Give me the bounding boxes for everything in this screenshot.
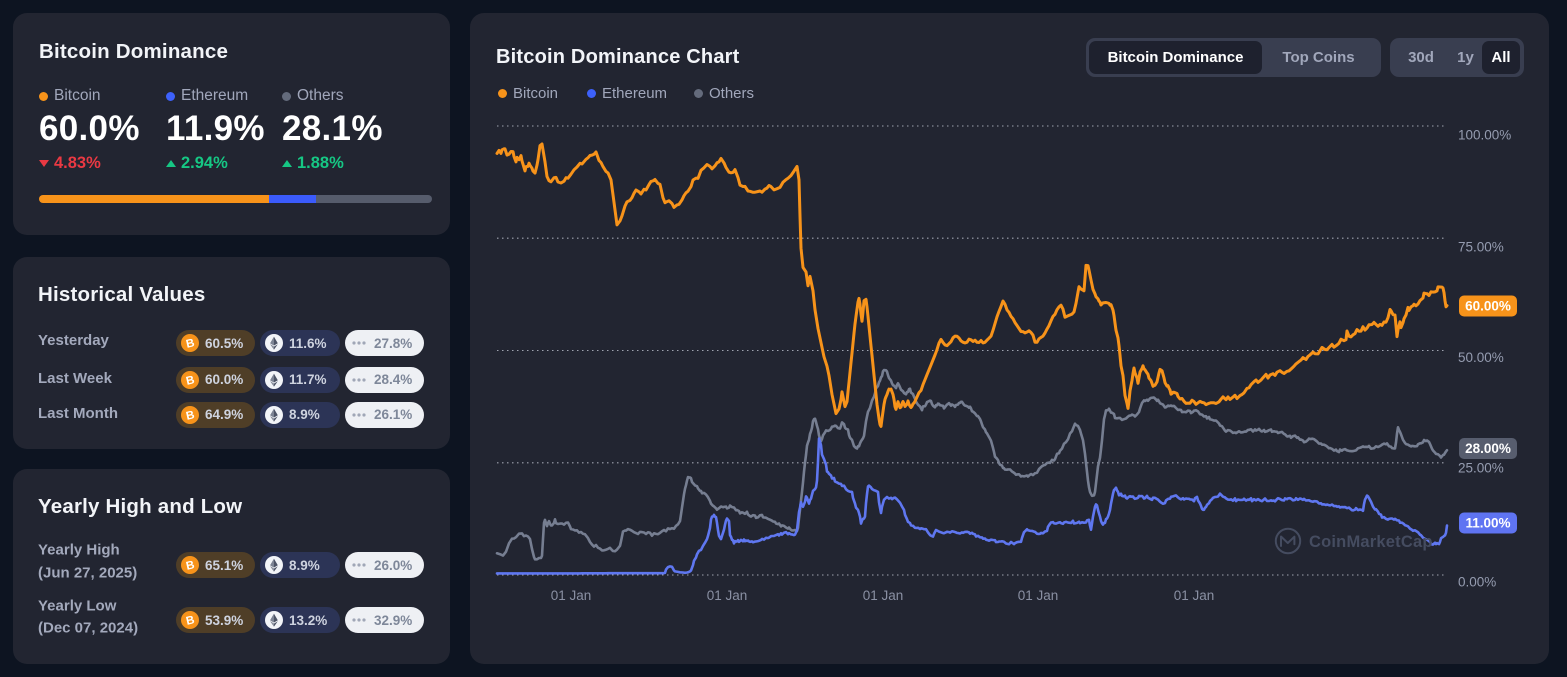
svg-text:B: B xyxy=(185,374,196,388)
svg-text:B: B xyxy=(185,409,196,423)
svg-text:CoinMarketCap: CoinMarketCap xyxy=(1309,533,1433,551)
svg-text:25.00%: 25.00% xyxy=(1458,461,1504,476)
svg-text:01 Jan: 01 Jan xyxy=(863,588,904,603)
svg-text:75.00%: 75.00% xyxy=(1458,240,1504,255)
svg-text:01 Jan: 01 Jan xyxy=(1174,588,1215,603)
svg-text:B: B xyxy=(185,337,196,351)
svg-text:B: B xyxy=(185,614,196,628)
svg-text:01 Jan: 01 Jan xyxy=(707,588,748,603)
svg-text:60.00%: 60.00% xyxy=(1465,299,1511,314)
svg-text:11.00%: 11.00% xyxy=(1465,516,1510,531)
svg-text:01 Jan: 01 Jan xyxy=(1018,588,1059,603)
svg-text:50.00%: 50.00% xyxy=(1458,350,1504,365)
svg-text:100.00%: 100.00% xyxy=(1458,128,1511,143)
svg-text:01 Jan: 01 Jan xyxy=(551,588,592,603)
svg-text:28.00%: 28.00% xyxy=(1465,441,1511,456)
svg-text:B: B xyxy=(185,559,196,573)
svg-text:0.00%: 0.00% xyxy=(1458,575,1496,590)
